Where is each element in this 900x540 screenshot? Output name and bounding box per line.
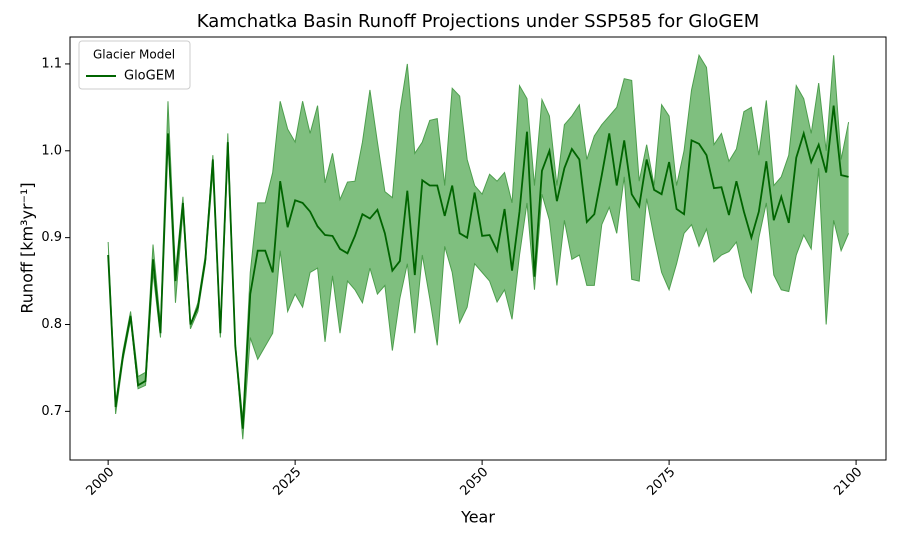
plot-frame	[69, 36, 887, 461]
x-axis-label: Year	[460, 508, 495, 527]
legend-label: GloGEM	[124, 69, 175, 84]
y-tick-label: 0.7	[41, 404, 62, 419]
y-axis-label: Runoff [km³yr⁻¹]	[18, 182, 37, 313]
range-band	[108, 55, 849, 440]
y-tick-label: 0.8	[41, 317, 62, 332]
legend-title: Glacier Model	[93, 48, 175, 62]
line	[107, 105, 849, 429]
y-tick-label: 1.1	[41, 56, 62, 71]
y-tick-label: 1.0	[41, 143, 62, 158]
chart-title: Kamchatka Basin Runoff Projections under…	[197, 11, 759, 32]
y-tick-label: 0.9	[41, 230, 62, 245]
